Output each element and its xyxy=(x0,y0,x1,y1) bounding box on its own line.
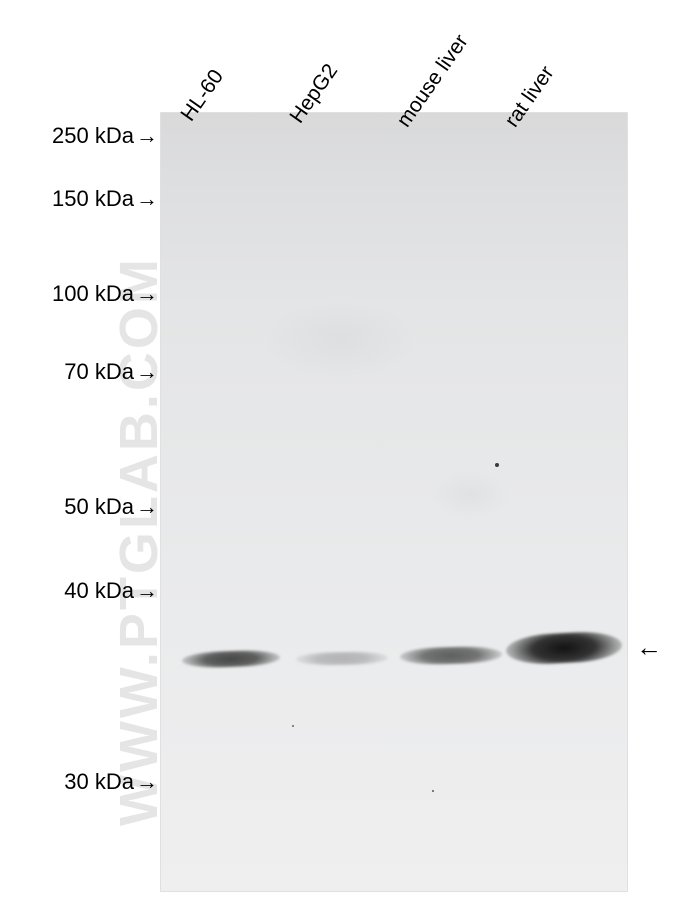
figure-container: WWW.PTGLAB.COM HL-60 HepG2 mouse liver r… xyxy=(0,0,680,903)
arrow-right-icon: → xyxy=(136,281,158,307)
mw-marker-label: 100 kDa→ xyxy=(52,281,158,307)
arrow-right-icon: → xyxy=(136,494,158,520)
blot-membrane xyxy=(160,112,628,892)
arrow-right-icon: → xyxy=(136,186,158,212)
membrane-smudge xyxy=(260,300,420,380)
arrow-right-icon: → xyxy=(136,578,158,604)
arrow-right-icon: → xyxy=(136,123,158,149)
mw-marker-label: 250 kDa→ xyxy=(52,123,158,149)
mw-marker-label: 50 kDa→ xyxy=(64,494,158,520)
membrane-smudge xyxy=(430,470,510,520)
membrane-speck xyxy=(292,725,294,727)
arrow-right-icon: → xyxy=(136,359,158,385)
mw-marker-label: 30 kDa→ xyxy=(64,769,158,795)
membrane-speck xyxy=(495,463,499,467)
target-band-arrow-icon: ← xyxy=(636,632,662,663)
mw-marker-label: 40 kDa→ xyxy=(64,578,158,604)
membrane-speck xyxy=(432,790,434,792)
mw-marker-label: 150 kDa→ xyxy=(52,186,158,212)
mw-marker-label: 70 kDa→ xyxy=(64,359,158,385)
arrow-right-icon: → xyxy=(136,769,158,795)
